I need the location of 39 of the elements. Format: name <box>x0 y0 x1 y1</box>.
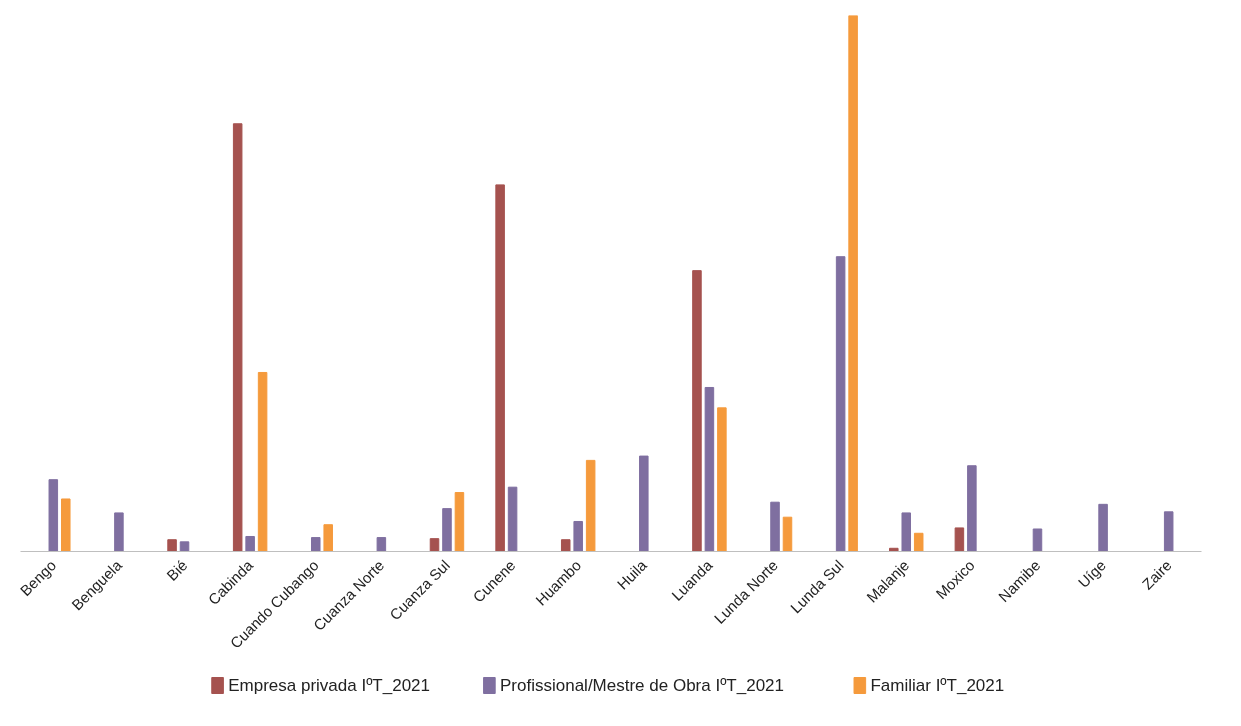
bar <box>770 501 780 552</box>
bar <box>323 524 333 552</box>
bar <box>717 407 727 552</box>
bar <box>901 512 912 552</box>
bar <box>48 479 59 552</box>
bar <box>167 539 177 552</box>
bar <box>835 256 846 552</box>
bar <box>560 539 571 552</box>
bar <box>782 516 793 552</box>
bar <box>967 465 977 552</box>
bar <box>507 486 518 552</box>
x-tick-label: Uíge <box>1074 556 1110 591</box>
bar <box>1032 528 1043 552</box>
bar <box>232 123 243 552</box>
bar <box>1098 503 1108 552</box>
bar <box>310 537 321 552</box>
bar <box>585 459 596 552</box>
bar <box>954 527 965 552</box>
x-tick-label: Bié <box>163 556 191 584</box>
bar <box>114 512 124 552</box>
bar <box>573 520 583 552</box>
legend-label: Empresa privada IºT_2021 <box>228 676 431 695</box>
legend-label: Profissional/Mestre de Obra IºT_2021 <box>500 676 785 695</box>
bar <box>692 270 702 552</box>
bar <box>1163 511 1174 552</box>
bar <box>913 532 924 552</box>
bar <box>61 498 71 552</box>
bar <box>495 184 505 552</box>
bar <box>429 538 440 552</box>
bar <box>848 15 858 552</box>
bar <box>442 508 452 552</box>
bar <box>704 386 715 552</box>
bar <box>257 371 268 552</box>
bar <box>454 492 465 552</box>
bar <box>179 541 190 552</box>
bar <box>245 535 255 552</box>
bar <box>376 537 387 552</box>
legend-label: Familiar IºT_2021 <box>870 676 1005 695</box>
bar <box>639 455 649 552</box>
